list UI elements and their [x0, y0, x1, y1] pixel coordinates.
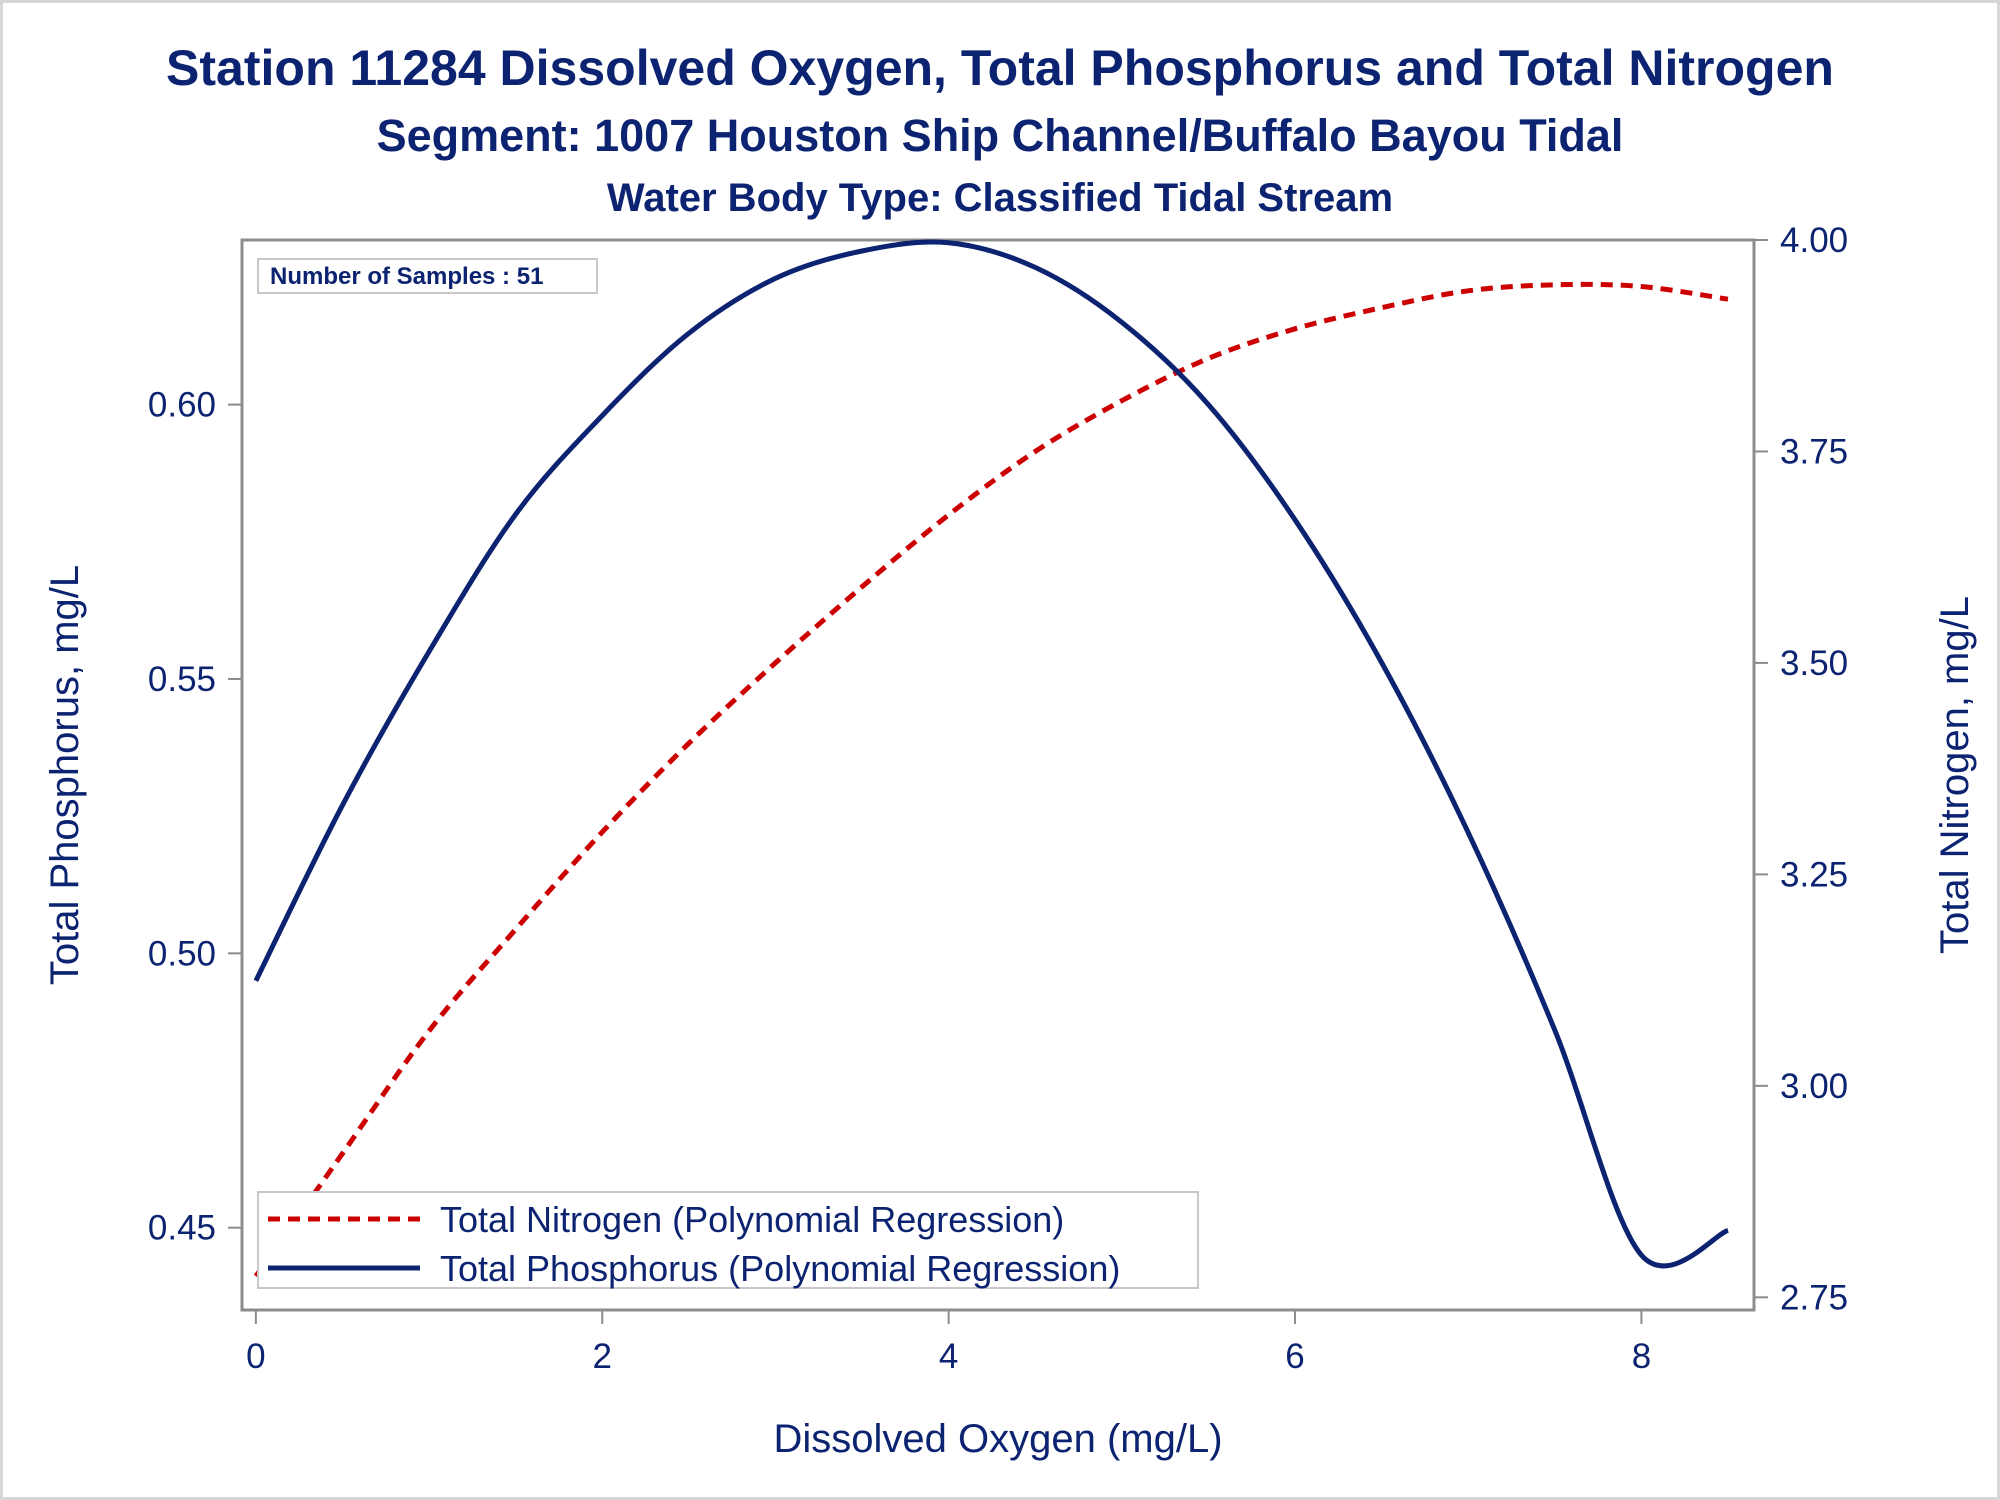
legend: Total Nitrogen (Polynomial Regression) T… — [257, 1191, 1199, 1289]
x-tick-label: 2 — [593, 1337, 612, 1376]
series-line-phosphorus — [253, 239, 1730, 1269]
y-right-tick-label: 3.75 — [1780, 432, 1848, 471]
y-left-tick-label: 0.60 — [148, 386, 216, 425]
y-right-tick-label: 2.75 — [1780, 1278, 1848, 1317]
x-tick-label: 6 — [1285, 1337, 1304, 1376]
y-right-tick-label: 3.00 — [1780, 1067, 1848, 1106]
x-tick-label: 0 — [246, 1337, 265, 1376]
y-axis-left-label: Total Phosphorus, mg/L — [43, 565, 87, 985]
y-right-tick-label: 4.00 — [1780, 221, 1848, 260]
chart-subtitle-segment: Segment: 1007 Houston Ship Channel/Buffa… — [376, 110, 1624, 161]
x-axis: 0 2 4 6 8 — [246, 1310, 1651, 1376]
y-left-tick-label: 0.50 — [148, 934, 216, 973]
chart-title: Station 11284 Dissolved Oxygen, Total Ph… — [166, 40, 1834, 96]
y-axis-right: 2.75 3.00 3.25 3.50 3.75 4.00 — [1754, 221, 1848, 1317]
chart-titles: Station 11284 Dissolved Oxygen, Total Ph… — [0, 32, 2000, 228]
inset-text: Number of Samples : 51 — [270, 263, 543, 290]
series-line-nitrogen — [253, 281, 1729, 1278]
x-axis-label: Dissolved Oxygen (mg/L) — [773, 1417, 1222, 1461]
y-right-tick-label: 3.50 — [1780, 644, 1848, 683]
inset-box — [257, 258, 598, 294]
legend-label-nitrogen: Total Nitrogen (Polynomial Regression) — [440, 1199, 1064, 1240]
chart-subtitle-water-body: Water Body Type: Classified Tidal Stream — [606, 176, 1394, 220]
legend-box — [257, 1191, 1199, 1289]
series-layer — [253, 239, 1730, 1278]
legend-label-phosphorus: Total Phosphorus (Polynomial Regression) — [440, 1248, 1120, 1289]
sample-count-inset: Number of Samples : 51 — [257, 258, 598, 294]
x-tick-label: 4 — [939, 1337, 958, 1376]
plot-area — [240, 238, 1756, 1312]
x-tick-label: 8 — [1632, 1337, 1651, 1376]
y-left-tick-label: 0.45 — [148, 1209, 216, 1248]
y-axis-right-label: Total Nitrogen, mg/L — [1933, 596, 1977, 954]
y-left-tick-label: 0.55 — [148, 660, 216, 699]
y-right-tick-label: 3.25 — [1780, 855, 1848, 894]
y-axis-left: 0.45 0.50 0.55 0.60 — [148, 386, 242, 1248]
